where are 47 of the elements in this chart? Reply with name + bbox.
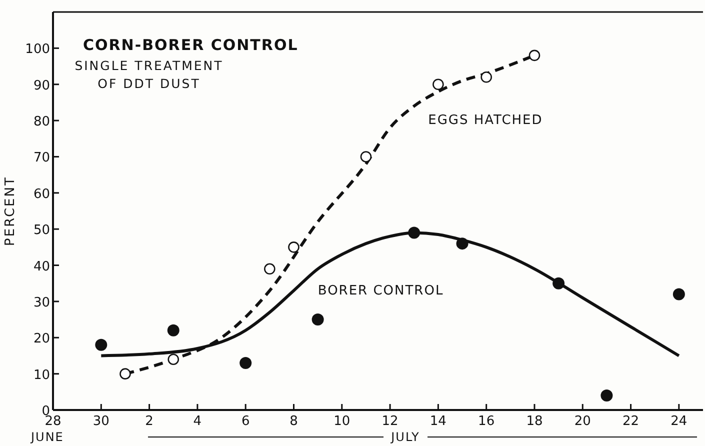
x-tick-label: 14 (430, 414, 446, 429)
point (167, 324, 180, 336)
text: JULY (390, 430, 420, 444)
series-label: EGGS HATCHED (428, 113, 543, 128)
point (672, 288, 685, 300)
point (240, 356, 252, 369)
x-tick-label: 30 (92, 414, 110, 429)
y-tick-label: 100 (25, 42, 50, 58)
point (432, 78, 444, 90)
x-tick-label: 20 (574, 414, 591, 429)
x-tick-label: 6 (241, 414, 250, 429)
y-tick-label: 70 (33, 150, 50, 166)
x-tick-label: 2 (145, 414, 154, 429)
point (312, 314, 324, 326)
point (600, 390, 613, 402)
point (552, 277, 565, 290)
point (360, 151, 372, 162)
y-tick-label: 30 (33, 295, 50, 310)
y-tick-label: 80 (33, 114, 50, 130)
x-tick-label: 22 (622, 414, 640, 429)
y-tick-label: 10 (33, 368, 50, 383)
point (120, 368, 131, 380)
y-tick-label: 20 (33, 332, 50, 347)
x-tick-label: 18 (526, 414, 543, 429)
y-tick-label: 60 (33, 186, 50, 202)
point (264, 263, 276, 275)
point (288, 242, 300, 253)
y-tick-label: 50 (33, 223, 50, 238)
text: JUNE (30, 430, 64, 444)
point (528, 50, 540, 62)
text: SINGLE TREATMENT OF DDT DUST (74, 58, 224, 91)
point (168, 354, 180, 365)
x-tick-label: 8 (290, 414, 298, 429)
text: CORN-BORER CONTROL (83, 36, 298, 54)
point (95, 338, 108, 351)
point (408, 226, 420, 239)
y-axis-title: PERCENT (3, 176, 18, 246)
x-tick-label: 10 (334, 414, 350, 429)
x-tick-label: 24 (670, 414, 688, 429)
y-tick-label: 90 (33, 78, 50, 94)
x-tick-label: 16 (478, 414, 495, 429)
x-tick-label: 4 (193, 414, 202, 429)
point (456, 238, 468, 250)
series-label: BORER CONTROL (318, 283, 444, 298)
x-tick-label: 12 (382, 414, 398, 429)
y-tick-label: 40 (33, 259, 50, 274)
point (480, 71, 492, 83)
